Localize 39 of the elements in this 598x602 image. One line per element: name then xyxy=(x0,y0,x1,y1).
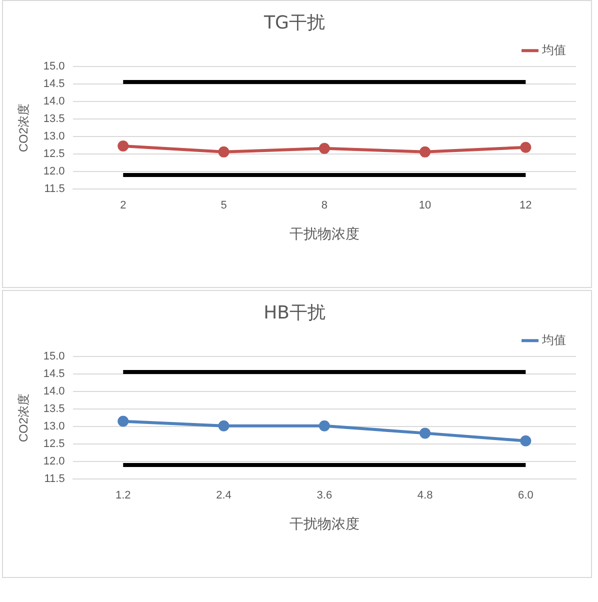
x-tick-label: 3.6 xyxy=(316,490,332,502)
x-tick-label: 10 xyxy=(418,200,432,212)
x-tick-label: 2 xyxy=(120,200,126,212)
point xyxy=(420,428,431,439)
y-tick-label: 14.5 xyxy=(43,368,65,380)
x-tick-label: 1.2 xyxy=(115,490,131,502)
x-tick-label: 6.0 xyxy=(518,490,534,502)
x-tick-label: 4.8 xyxy=(417,490,433,502)
y-tick-label: 15.0 xyxy=(43,350,65,363)
x-tick-label: 8 xyxy=(321,200,328,212)
y-tick-label: 13.5 xyxy=(43,113,65,126)
point xyxy=(118,416,129,427)
y-tick-label: 13.0 xyxy=(43,130,65,143)
y-tick-label: 12.0 xyxy=(43,166,65,178)
y-tick-label: 11.5 xyxy=(44,473,65,486)
x-tick-label: 2.4 xyxy=(216,490,232,502)
x-axis-title: 干扰物浓度 xyxy=(289,225,360,242)
y-tick-label: 12.5 xyxy=(43,148,65,160)
y-tick-label: 13.0 xyxy=(43,420,65,433)
y-axis-title: CO2浓度 xyxy=(16,393,31,442)
point xyxy=(318,420,330,432)
point xyxy=(218,420,230,432)
y-tick-label: 14.0 xyxy=(43,96,65,108)
chart-title: HB干扰 xyxy=(264,302,326,324)
y-tick-label: 13.5 xyxy=(43,403,65,416)
y-tick-label: 15.0 xyxy=(43,60,65,73)
y-tick-label: 11.5 xyxy=(44,183,65,196)
legend-label: 均值 xyxy=(541,332,566,347)
x-axis-title: 干扰物浓度 xyxy=(289,515,360,532)
y-tick-label: 14.5 xyxy=(43,78,65,90)
x-tick-label: 12 xyxy=(520,200,532,212)
y-axis-title: CO2浓度 xyxy=(16,103,31,152)
y-tick-label: 12.5 xyxy=(43,438,65,450)
y-tick-label: 12.0 xyxy=(43,456,65,468)
y-tick-label: 14.0 xyxy=(43,386,65,398)
x-tick-label: 5 xyxy=(220,200,227,212)
legend-label: 均值 xyxy=(541,42,566,57)
chart-title: TG干扰 xyxy=(263,12,325,34)
point xyxy=(520,435,532,446)
